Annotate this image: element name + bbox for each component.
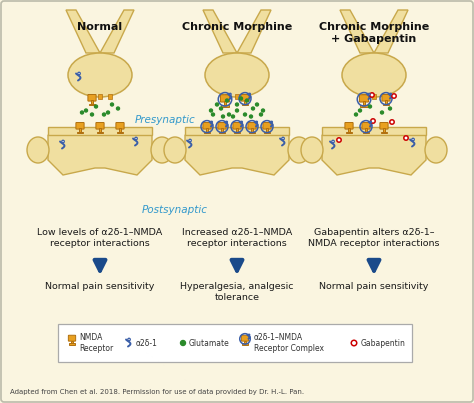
Ellipse shape [27, 137, 49, 163]
Bar [235, 94, 239, 99]
Bar [244, 341, 246, 343]
Circle shape [210, 109, 212, 112]
Circle shape [81, 111, 83, 114]
Bar [362, 94, 366, 99]
Text: Glutamate: Glutamate [189, 339, 230, 347]
Bar [264, 132, 270, 133]
Bar [71, 341, 73, 343]
Circle shape [94, 105, 98, 108]
Bar [322, 127, 426, 135]
Polygon shape [340, 10, 374, 53]
Bar [77, 132, 83, 133]
Circle shape [84, 109, 88, 112]
Bar [117, 132, 123, 133]
Circle shape [128, 338, 130, 341]
Circle shape [246, 99, 248, 102]
FancyBboxPatch shape [248, 123, 256, 129]
Bar [206, 129, 208, 132]
Circle shape [404, 136, 408, 140]
Circle shape [368, 93, 370, 95]
Text: Normal pain sensitivity: Normal pain sensitivity [319, 282, 428, 291]
FancyBboxPatch shape [218, 123, 226, 129]
Circle shape [252, 107, 255, 110]
Circle shape [107, 111, 109, 114]
Polygon shape [203, 10, 237, 53]
Circle shape [231, 115, 235, 118]
Bar [360, 105, 368, 107]
Bar [383, 104, 389, 105]
Bar [363, 102, 365, 105]
Polygon shape [185, 135, 289, 175]
Bar [185, 127, 289, 135]
Text: Postsynaptic: Postsynaptic [142, 205, 208, 215]
Circle shape [259, 113, 263, 116]
Circle shape [381, 111, 383, 114]
FancyBboxPatch shape [380, 123, 388, 129]
Text: Adapted from Chen et al. 2018. Permission for use of data provided by Dr. H.-L. : Adapted from Chen et al. 2018. Permissio… [10, 389, 304, 395]
Circle shape [392, 94, 396, 98]
Ellipse shape [425, 137, 447, 163]
FancyBboxPatch shape [88, 94, 96, 101]
Circle shape [412, 138, 414, 141]
Text: α2δ-1–NMDA
Receptor Complex: α2δ-1–NMDA Receptor Complex [254, 333, 324, 353]
Circle shape [241, 121, 243, 123]
FancyBboxPatch shape [263, 123, 271, 129]
Text: NMDA
Receptor: NMDA Receptor [79, 333, 113, 353]
Bar [242, 104, 248, 105]
Text: Gabapentin: Gabapentin [361, 339, 406, 347]
FancyBboxPatch shape [233, 123, 241, 129]
Circle shape [236, 103, 238, 106]
Bar [221, 105, 228, 107]
Circle shape [262, 109, 264, 112]
Text: Gabapentin alters α2δ-1–
NMDA receptor interactions: Gabapentin alters α2δ-1– NMDA receptor i… [308, 228, 440, 248]
Bar [225, 94, 229, 99]
Circle shape [256, 121, 257, 123]
Circle shape [211, 121, 212, 123]
Circle shape [368, 105, 372, 108]
Text: Presynaptic: Presynaptic [135, 115, 195, 125]
FancyBboxPatch shape [241, 335, 249, 341]
Circle shape [390, 93, 392, 95]
Ellipse shape [288, 137, 310, 163]
Circle shape [221, 115, 225, 118]
Bar [88, 94, 92, 99]
Circle shape [358, 109, 362, 112]
Bar [224, 102, 226, 105]
Bar [221, 129, 223, 132]
Polygon shape [237, 10, 271, 53]
FancyBboxPatch shape [203, 123, 211, 129]
Circle shape [102, 113, 106, 116]
Ellipse shape [151, 137, 173, 163]
Bar [79, 129, 81, 132]
Circle shape [181, 341, 185, 345]
Circle shape [228, 113, 230, 116]
Text: Normal: Normal [77, 22, 123, 32]
Bar [383, 129, 385, 132]
Circle shape [337, 138, 341, 142]
FancyBboxPatch shape [68, 335, 76, 341]
Circle shape [351, 340, 357, 346]
Circle shape [239, 97, 243, 100]
FancyBboxPatch shape [382, 94, 390, 101]
Bar [98, 94, 102, 99]
Circle shape [219, 107, 222, 110]
Text: α2δ-1: α2δ-1 [136, 339, 158, 347]
Circle shape [117, 107, 119, 110]
Circle shape [110, 103, 113, 106]
Bar [242, 343, 248, 345]
Bar [381, 132, 387, 133]
Bar [119, 129, 121, 132]
FancyBboxPatch shape [96, 123, 104, 129]
Ellipse shape [68, 53, 132, 97]
Circle shape [271, 121, 273, 123]
Bar [251, 129, 253, 132]
Circle shape [135, 137, 137, 140]
Bar [69, 343, 75, 345]
Bar [363, 132, 369, 133]
Circle shape [248, 334, 250, 336]
Circle shape [370, 121, 372, 123]
Bar [382, 94, 386, 99]
Bar [245, 94, 249, 99]
Bar [249, 132, 255, 133]
